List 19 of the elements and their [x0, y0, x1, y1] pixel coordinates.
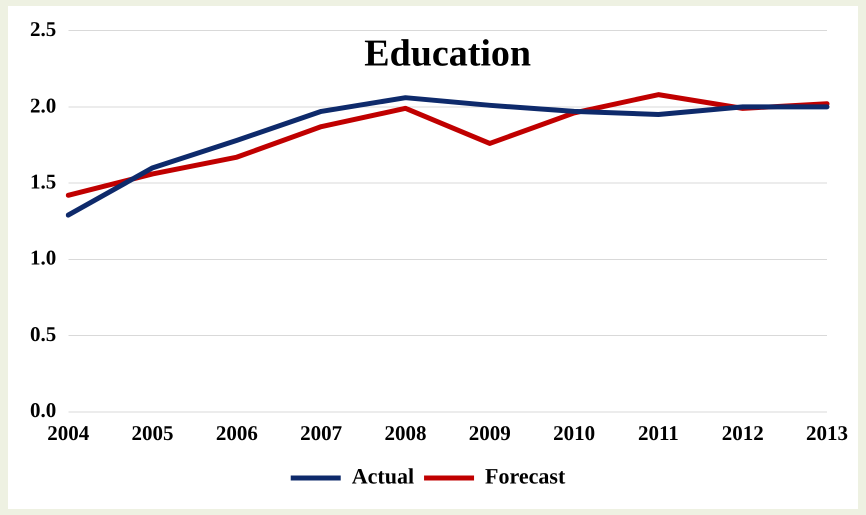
x-tick-label: 2008	[384, 420, 426, 445]
x-tick-label: 2010	[553, 420, 596, 445]
x-tick-label: 2007	[300, 420, 342, 445]
x-tick-label: 2013	[806, 420, 848, 445]
y-tick-label: 1.5	[30, 170, 56, 194]
legend-label: Actual	[352, 464, 414, 489]
chart-title: Education	[364, 32, 532, 74]
x-tick-label: 2011	[638, 420, 679, 445]
x-tick-label: 2012	[722, 420, 764, 445]
x-tick-label: 2004	[47, 420, 90, 445]
y-tick-label: 2.0	[30, 93, 56, 118]
y-tick-label: 0.5	[30, 322, 56, 346]
y-tick-label: 1.0	[30, 246, 56, 270]
legend-label: Forecast	[485, 464, 566, 489]
x-tick-label: 2005	[132, 420, 174, 445]
y-tick-label: 0.0	[30, 398, 56, 422]
x-tick-label: 2006	[216, 420, 258, 445]
y-tick-label: 2.5	[30, 17, 56, 42]
x-tick-label: 2009	[468, 420, 511, 445]
